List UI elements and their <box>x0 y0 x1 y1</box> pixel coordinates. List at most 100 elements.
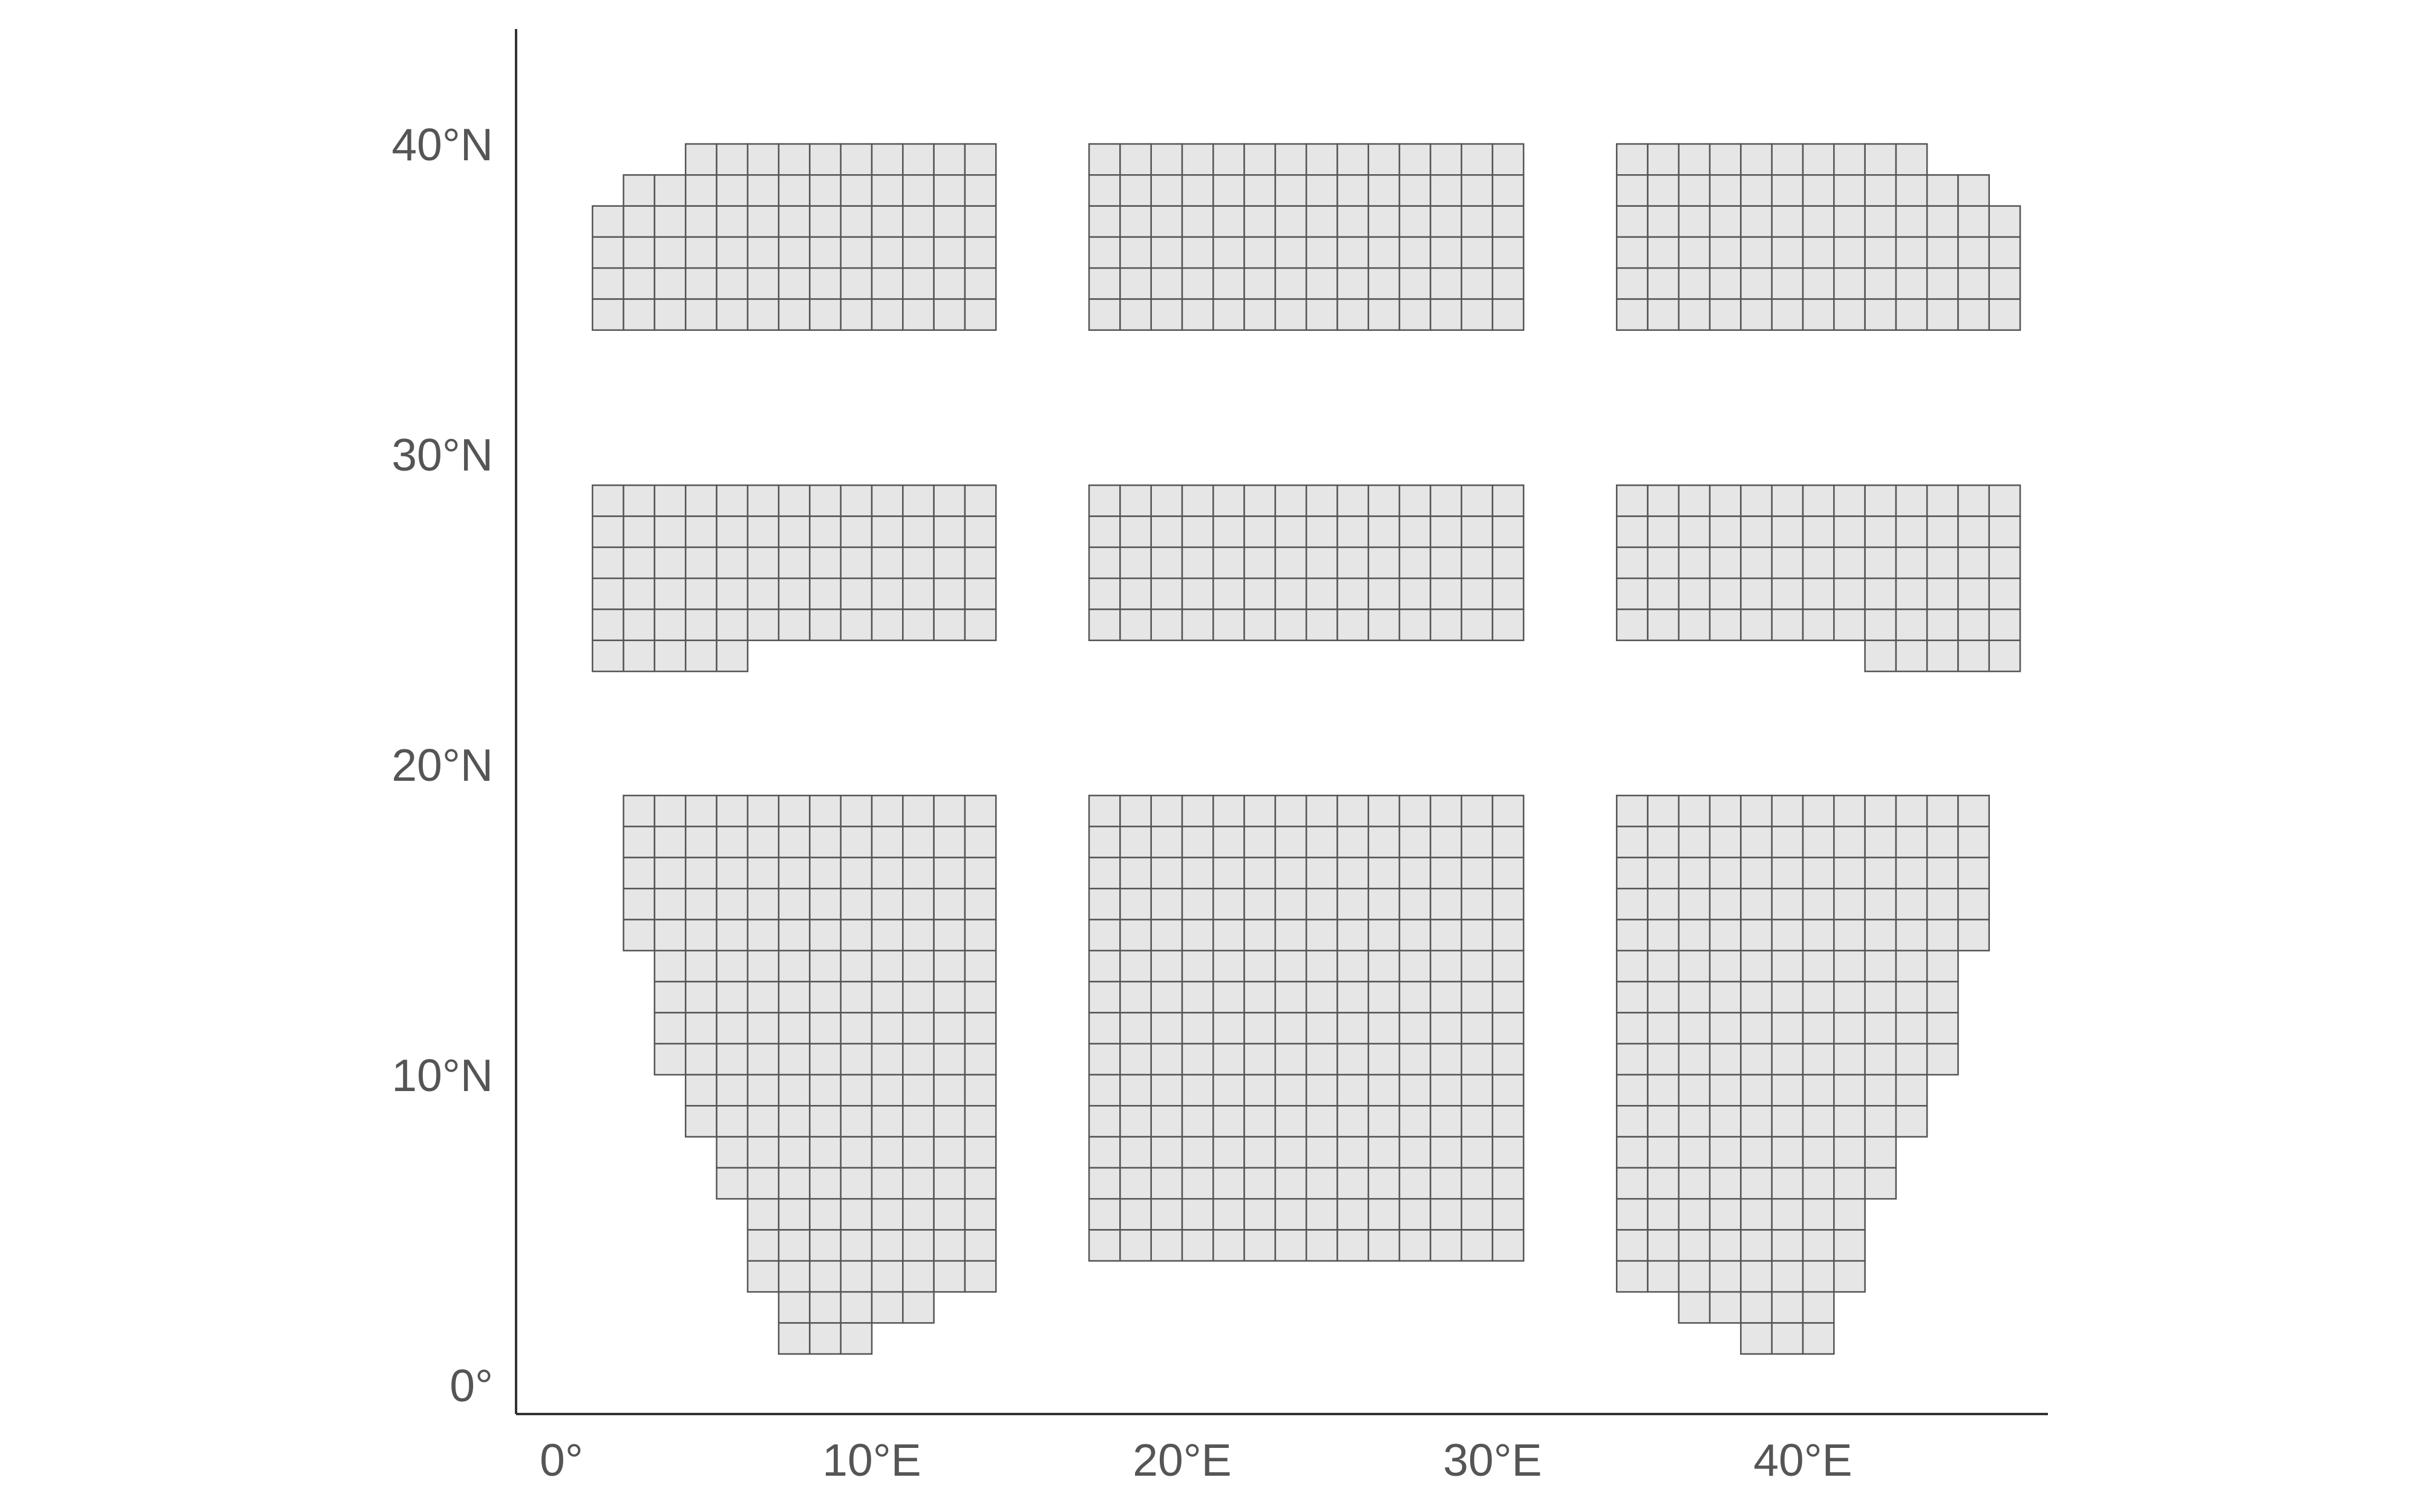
grid-cell <box>1647 577 1680 610</box>
grid-cell <box>902 919 935 952</box>
section-middle-center <box>1088 484 1525 642</box>
grid-cell <box>1181 1167 1214 1200</box>
grid-cell <box>1274 1136 1307 1169</box>
y-tick-label: 30°N <box>391 429 493 480</box>
grid-cell <box>623 639 656 673</box>
grid-cell <box>1119 515 1152 549</box>
grid-cell <box>1864 143 1897 176</box>
grid-cell <box>1615 950 1649 983</box>
grid-cell <box>1740 1136 1773 1169</box>
grid-cell <box>871 919 904 952</box>
grid-cell <box>1491 546 1525 579</box>
grid-cell <box>1460 1012 1494 1044</box>
grid-cell <box>902 143 935 176</box>
grid-cell <box>623 205 656 238</box>
grid-cell <box>716 546 749 579</box>
grid-cell <box>623 298 656 331</box>
grid-cell <box>1678 856 1711 890</box>
grid-cell <box>871 515 904 549</box>
grid-cell <box>1802 1043 1835 1076</box>
grid-cell <box>1926 1012 1959 1044</box>
grid-cell <box>1647 950 1680 983</box>
grid-cell <box>809 1043 842 1076</box>
grid-cell <box>1740 267 1773 300</box>
grid-cell <box>902 546 935 579</box>
grid-cell <box>1181 608 1214 642</box>
grid-cell <box>1243 1136 1277 1169</box>
grid-cell <box>1647 546 1680 579</box>
grid-cell <box>1367 484 1401 517</box>
grid-cell <box>1802 484 1835 517</box>
grid-cell <box>809 298 842 331</box>
grid-cell <box>1243 267 1277 300</box>
grid-cell <box>902 577 935 610</box>
grid-cell <box>1615 174 1649 207</box>
grid-cell <box>1212 236 1245 269</box>
grid-cell <box>1430 236 1462 269</box>
grid-cell <box>871 174 904 207</box>
grid-cell <box>1243 174 1277 207</box>
grid-cell <box>964 205 997 238</box>
grid-cell <box>1305 484 1338 517</box>
grid-cell <box>1430 980 1462 1014</box>
grid-cell <box>1802 950 1835 983</box>
grid-cell <box>623 267 656 300</box>
grid-cell <box>1243 608 1277 642</box>
grid-cell <box>1647 1198 1680 1231</box>
grid-cell <box>1864 577 1897 610</box>
grid-cell <box>1988 205 2021 238</box>
grid-cell <box>1802 826 1835 859</box>
grid-cell <box>933 205 966 238</box>
grid-cell <box>1181 1012 1214 1044</box>
grid-cell <box>1864 1167 1897 1200</box>
grid-cell <box>871 1012 904 1044</box>
grid-cell <box>1802 1291 1835 1324</box>
grid-cell <box>1398 1136 1431 1169</box>
grid-cell <box>1771 795 1804 827</box>
grid-cell <box>1678 515 1711 549</box>
grid-cell <box>1119 950 1152 983</box>
grid-cell <box>1243 298 1277 331</box>
grid-cell <box>964 267 997 300</box>
grid-cell <box>684 1105 718 1138</box>
grid-cell <box>1491 1012 1525 1044</box>
grid-cell <box>1709 1043 1742 1076</box>
grid-cell <box>1740 484 1773 517</box>
grid-cell <box>1926 205 1959 238</box>
grid-cell <box>1274 1198 1307 1231</box>
grid-cell <box>747 515 780 549</box>
grid-cell <box>1647 887 1680 921</box>
grid-cell <box>1615 1136 1649 1169</box>
grid-cell <box>747 1105 780 1138</box>
grid-cell <box>840 1136 873 1169</box>
grid-cell <box>1895 205 1928 238</box>
grid-cell <box>1274 1229 1307 1262</box>
grid-cell <box>1926 515 1959 549</box>
grid-cell <box>1771 1043 1804 1076</box>
grid-cell <box>1212 795 1245 827</box>
grid-cell <box>1150 143 1183 176</box>
grid-cell <box>1771 1167 1804 1200</box>
grid-cell <box>1460 826 1494 859</box>
grid-cell <box>1212 205 1245 238</box>
grid-cell <box>1150 267 1183 300</box>
grid-cell <box>653 919 687 952</box>
grid-cell <box>684 484 718 517</box>
grid-cell <box>1647 1167 1680 1200</box>
grid-cell <box>716 298 749 331</box>
grid-cell <box>809 1229 842 1262</box>
grid-cell <box>777 484 811 517</box>
grid-cell <box>1647 267 1680 300</box>
grid-cell <box>1895 608 1928 642</box>
grid-cell <box>933 1198 966 1231</box>
grid-cell <box>1398 546 1431 579</box>
grid-cell <box>809 887 842 921</box>
grid-cell <box>840 919 873 952</box>
grid-cell <box>1833 1136 1866 1169</box>
grid-cell <box>1119 546 1152 579</box>
grid-cell <box>1740 1322 1773 1355</box>
grid-cell <box>1460 608 1494 642</box>
grid-cell <box>1678 1012 1711 1044</box>
grid-cell <box>1678 1043 1711 1076</box>
grid-cell <box>1709 1229 1742 1262</box>
